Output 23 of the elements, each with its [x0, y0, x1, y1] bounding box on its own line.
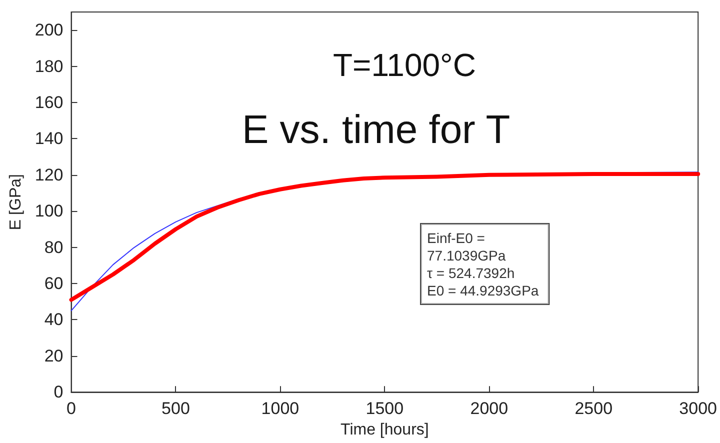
y-tick-label: 180: [34, 56, 64, 76]
y-axis-title: E [GPa]: [8, 174, 24, 230]
text: E vs. time for T: [242, 108, 510, 152]
text: T=1100°C: [333, 47, 476, 83]
annotation: Einf-E0 = 77.1039GPa τ = 524.7392h E0 = 44.9293GPa: [427, 230, 539, 298]
x-tick-label: 2500: [574, 399, 613, 418]
y-tick-label: 160: [34, 93, 64, 112]
y-tick-label: 100: [34, 202, 64, 221]
y-tick-label: 60: [44, 274, 64, 293]
y-tick-label: 200: [34, 20, 64, 40]
x-tick-label: 3000: [679, 399, 718, 418]
x-tick-label: 1000: [261, 399, 300, 418]
y-tick-label: 40: [44, 310, 64, 330]
y-tick-label: 120: [34, 165, 64, 184]
x-tick-label: 1500: [366, 399, 404, 418]
y-tick-label: 0: [54, 382, 64, 402]
x-tick-label: 500: [162, 399, 190, 418]
y-tick-label: 20: [44, 346, 64, 366]
y-tick-label: 140: [34, 129, 64, 148]
x-axis-title: Time [hours]: [340, 422, 429, 438]
y-tick-label: 80: [44, 238, 64, 257]
x-tick-label: 2000: [470, 399, 508, 418]
x-tick-label: 0: [66, 399, 76, 418]
